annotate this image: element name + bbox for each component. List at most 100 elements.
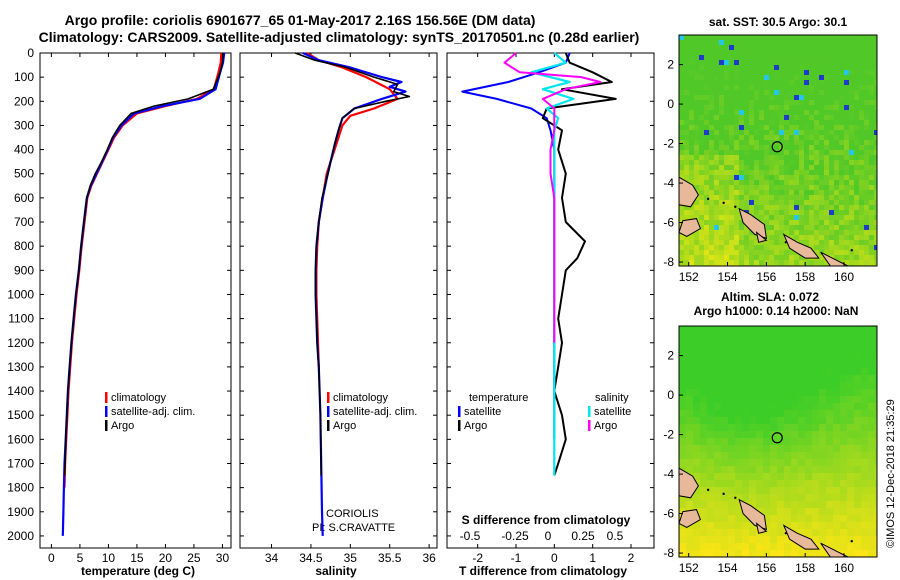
sst-map-cell [764, 200, 770, 206]
sla-map-cell [861, 536, 869, 544]
sst-map-cell [724, 240, 730, 246]
sst-map-land [782, 233, 820, 259]
sst-map-cell [829, 135, 835, 141]
sst-map-cell [694, 95, 700, 101]
sst-map-cell [709, 245, 715, 251]
sst-map-cell [789, 250, 795, 256]
sst-map-cell [834, 105, 840, 111]
difference-x-tick-label: 0 [551, 551, 558, 565]
sst-map-cell [734, 170, 740, 176]
sst-map-cell [754, 85, 760, 91]
sst-map-cell [709, 95, 715, 101]
sst-map-cell [809, 45, 815, 51]
sla-map-cell [763, 445, 771, 453]
sst-map-cell [709, 225, 715, 231]
sst-map-cell [779, 160, 785, 166]
sst-map-cell [689, 145, 695, 151]
sst-map-cell [784, 200, 790, 206]
sst-map-cell [769, 160, 775, 166]
sst-map-cell [869, 115, 875, 121]
sst-map-cell [769, 35, 775, 41]
sst-map-cell [724, 155, 730, 161]
sst-map-cell [754, 170, 760, 176]
sst-map-cell [789, 255, 795, 261]
salinity-legend-swatch [327, 406, 330, 417]
sst-map-cell [839, 165, 845, 171]
sst-map-land [755, 231, 768, 243]
sst-map-cell [749, 135, 755, 141]
sst-map-cell [849, 115, 855, 121]
sst-map-cell [854, 220, 860, 226]
sst-map-cell [839, 215, 845, 221]
sst-map-cell [744, 35, 750, 41]
sst-map-cell [864, 80, 870, 86]
sla-map-cell [749, 333, 757, 341]
sst-map-cell [754, 175, 760, 181]
sst-map-cell [694, 45, 700, 51]
sst-map-cell [784, 120, 790, 126]
sst-map-cell [729, 80, 735, 86]
sst-map-cell [864, 110, 870, 116]
sla-map-cell [833, 396, 841, 404]
sla-map-cell [826, 417, 834, 425]
sla-map-cell [763, 438, 771, 446]
sst-map-cell [754, 125, 760, 131]
sla-map-cell [875, 403, 878, 411]
sst-map-cell [719, 70, 725, 76]
sst-map-cell [734, 70, 740, 76]
sst-map-cell [869, 205, 875, 211]
sst-map-cell [794, 105, 800, 111]
sst-map-cell [794, 45, 800, 51]
sst-map-cell [769, 255, 775, 261]
sst-map-cell [744, 260, 750, 266]
sst-map-cell [724, 220, 730, 226]
sst-map-cell [749, 160, 755, 166]
sst-map-cell [774, 260, 780, 266]
sla-map-cell [875, 361, 878, 369]
sla-map-cell [756, 431, 764, 439]
sla-map-cell [721, 445, 729, 453]
sst-map-cell [769, 65, 775, 71]
sla-map-cell [700, 452, 708, 460]
sst-map-cell [839, 140, 845, 146]
sla-map-cell [861, 424, 869, 432]
sst-map-cell [794, 190, 800, 196]
sst-map-cell [719, 255, 725, 261]
sst-map-cell [694, 240, 700, 246]
sst-map-cell [844, 260, 850, 266]
sst-map-cell [784, 100, 790, 106]
sla-map-cell [840, 333, 848, 341]
temperature-legend-swatch [105, 420, 108, 431]
sst-map-cell [729, 220, 735, 226]
sst-map-cell [689, 215, 695, 221]
sst-map-cell [844, 205, 850, 211]
sla-map-cell [868, 515, 876, 523]
sst-map-cell [704, 145, 710, 151]
sst-map-cell [719, 55, 725, 61]
sst-map-cell [864, 130, 870, 136]
sst-map-cell [834, 110, 840, 116]
sla-map-cell [707, 410, 715, 418]
sst-map-cell [749, 60, 755, 66]
sst-map-cell [694, 235, 700, 241]
sst-map-cell [874, 225, 878, 231]
sla-map-cell [721, 487, 729, 495]
sst-map-cell [814, 100, 820, 106]
sla-map-cell [861, 487, 869, 495]
sst-map-cell [684, 130, 690, 136]
sla-map-cell [728, 501, 736, 509]
sla-map-cell [679, 389, 687, 397]
sst-map-cell [829, 180, 835, 186]
sst-map-cell [839, 245, 845, 251]
sst-map-cell [689, 255, 695, 261]
sst-map-cell [854, 215, 860, 221]
sst-map-cell [804, 225, 810, 231]
sst-map-cell [869, 80, 875, 86]
sst-map-cell [779, 130, 785, 136]
sst-map-cell [714, 195, 720, 201]
sla-map-cell [700, 354, 708, 362]
sst-map-cell [814, 200, 820, 206]
sla-map-cell [714, 480, 722, 488]
sst-map-cell [829, 220, 835, 226]
sst-map-cell [774, 250, 780, 256]
